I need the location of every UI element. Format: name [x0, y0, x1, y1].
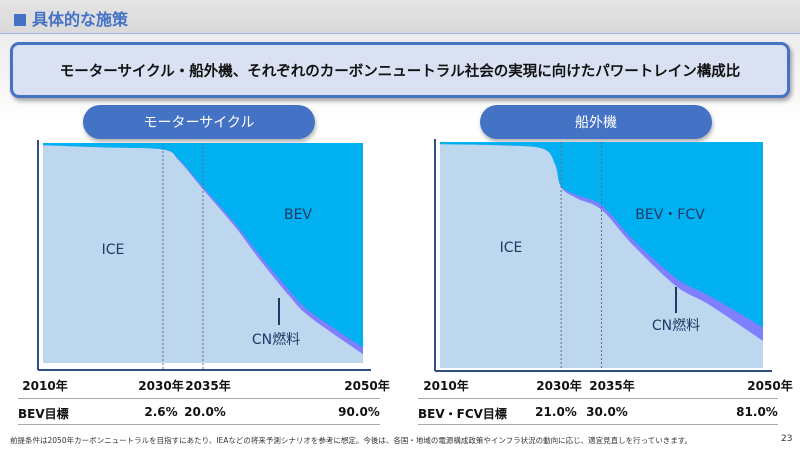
label-cn-fuel: CN燃料 [651, 318, 701, 334]
x-tick-label: 2035年 [589, 379, 635, 393]
divider [18, 424, 380, 425]
divider [18, 398, 380, 399]
cn-fuel-leader-line [278, 298, 280, 325]
target-value-2030: 2.6% [144, 405, 178, 419]
cn-fuel-leader-line [675, 287, 677, 313]
page-title-text: 具体的な施策 [32, 10, 129, 29]
footnote: 前提条件は2050年カーボンニュートラルを目指すにあたり、IEAなどの将来予測シ… [10, 436, 693, 445]
label-ice: ICE [499, 240, 523, 256]
x-tick-label: 2050年 [747, 379, 793, 393]
x-tick-label: 2010年 [22, 379, 68, 393]
page-title: 具体的な施策 [14, 6, 128, 30]
chart-title-motorcycle: モーターサイクル [83, 105, 315, 139]
outboard-area-chart [434, 139, 772, 372]
label-cn-fuel: CN燃料 [251, 332, 301, 348]
label-ice: ICE [101, 242, 125, 258]
headline-banner: モーターサイクル・船外機、それぞれのカーボンニュートラル社会の実現に向けたパワー… [10, 42, 790, 98]
x-tick-label: 2035年 [185, 379, 231, 393]
x-tick-label: 2050年 [344, 379, 390, 393]
x-tick-label: 2030年 [536, 379, 582, 393]
ice-area [440, 144, 763, 368]
target-value-2030: 21.0% [535, 405, 577, 419]
motorcycle-area-chart [37, 140, 371, 371]
target-value-2050: 90.0% [338, 405, 380, 419]
divider [418, 398, 778, 399]
chart-title-outboard: 船外機 [480, 105, 712, 139]
divider [418, 424, 778, 425]
ice-area [43, 145, 363, 363]
x-tick-label: 2030年 [138, 379, 184, 393]
target-value-2035: 30.0% [586, 405, 628, 419]
headline-text: モーターサイクル・船外機、それぞれのカーボンニュートラル社会の実現に向けたパワー… [59, 63, 741, 80]
label-bev: BEV [283, 207, 313, 223]
label-bev-fcv: BEV・FCV [635, 207, 705, 223]
x-tick-label: 2010年 [423, 379, 469, 393]
square-bullet-icon [14, 14, 26, 26]
target-value-2035: 20.0% [184, 405, 226, 419]
header-bar: 具体的な施策 [0, 0, 800, 34]
target-label: BEV・FCV目標 [418, 407, 507, 421]
target-label: BEV目標 [18, 407, 69, 421]
page-number: 23 [781, 434, 793, 444]
target-value-2050: 81.0% [736, 405, 778, 419]
